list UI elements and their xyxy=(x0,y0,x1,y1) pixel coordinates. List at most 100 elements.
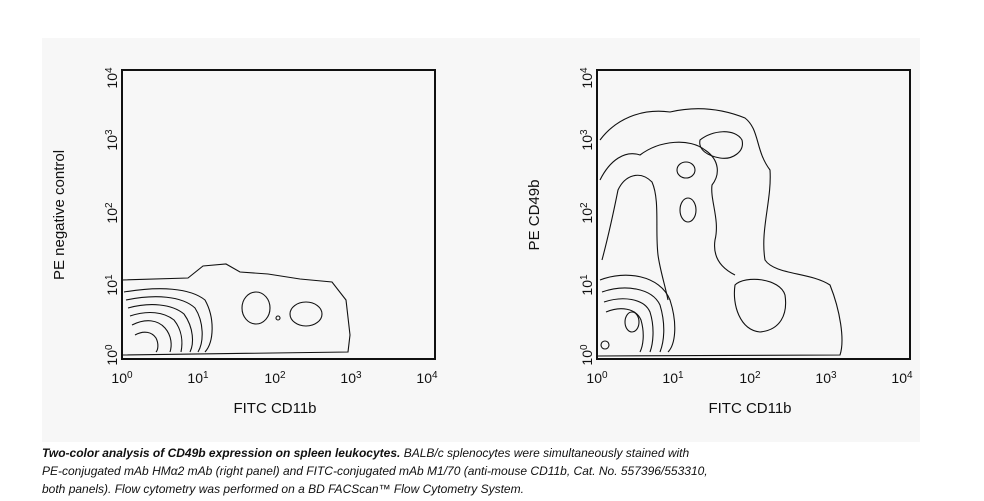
tick-exponent: 3 xyxy=(831,370,837,381)
tick-exponent: 1 xyxy=(104,274,115,280)
tick-label: 103 xyxy=(815,370,837,387)
tick-exponent: 0 xyxy=(104,344,115,350)
tick-label: 101 xyxy=(579,274,596,296)
tick-base: 10 xyxy=(579,280,595,296)
tick-label: 104 xyxy=(104,67,121,89)
tick-label: 101 xyxy=(662,370,684,387)
tick-base: 10 xyxy=(815,370,831,386)
contour xyxy=(676,161,696,179)
tick-group: 102 xyxy=(579,202,596,224)
contour xyxy=(131,320,172,353)
tick-base: 10 xyxy=(579,135,595,151)
tick-base: 10 xyxy=(104,73,120,89)
tick-group: 100 xyxy=(104,344,121,366)
tick-exponent: 2 xyxy=(755,370,761,381)
contour xyxy=(601,287,665,353)
tick-base: 10 xyxy=(739,370,755,386)
contour xyxy=(600,340,610,350)
tick-group: 103 xyxy=(579,129,596,151)
caption-line: BALB/c splenocytes were simultaneously s… xyxy=(403,446,690,460)
contour xyxy=(601,174,669,301)
tick-base: 10 xyxy=(579,208,595,224)
contour xyxy=(603,298,654,353)
tick-group: 104 xyxy=(104,67,121,89)
tick-base: 10 xyxy=(104,280,120,296)
contour xyxy=(134,331,159,353)
tick-base: 10 xyxy=(891,370,907,386)
tick-base: 10 xyxy=(662,370,678,386)
caption: Two-color analysis of CD49b expression o… xyxy=(42,444,942,498)
contour xyxy=(679,197,697,223)
contour xyxy=(596,108,843,357)
tick-label: 102 xyxy=(579,202,596,224)
tick-base: 10 xyxy=(104,208,120,224)
tick-label: 100 xyxy=(579,344,596,366)
contour xyxy=(624,311,640,333)
tick-label: 102 xyxy=(264,370,286,387)
tick-base: 10 xyxy=(579,73,595,89)
y-axis-title: PE CD49b xyxy=(526,180,543,251)
tick-exponent: 4 xyxy=(432,370,438,381)
tick-label: 104 xyxy=(891,370,913,387)
tick-exponent: 1 xyxy=(579,274,590,280)
tick-exponent: 0 xyxy=(579,344,590,350)
caption-line: both panels). Flow cytometry was perform… xyxy=(42,482,524,496)
tick-exponent: 3 xyxy=(579,129,590,135)
tick-base: 10 xyxy=(264,370,280,386)
tick-label: 102 xyxy=(739,370,761,387)
tick-exponent: 3 xyxy=(356,370,362,381)
contour xyxy=(275,315,281,321)
contour xyxy=(289,301,323,327)
tick-label: 103 xyxy=(340,370,362,387)
contour xyxy=(241,291,271,325)
figure-background xyxy=(42,38,920,442)
y-axis-title: PE negative control xyxy=(51,150,68,280)
plot-frame xyxy=(596,69,911,360)
tick-exponent: 2 xyxy=(579,202,590,208)
tick-label: 104 xyxy=(579,67,596,89)
tick-base: 10 xyxy=(111,370,127,386)
tick-group: 101 xyxy=(579,274,596,296)
tick-base: 10 xyxy=(416,370,432,386)
tick-exponent: 4 xyxy=(579,67,590,73)
contour xyxy=(599,274,676,353)
contour xyxy=(121,263,351,356)
tick-group: 103 xyxy=(104,129,121,151)
tick-group: 100 xyxy=(579,344,596,366)
tick-label: 103 xyxy=(104,129,121,151)
contour xyxy=(599,141,736,276)
tick-exponent: 4 xyxy=(104,67,115,73)
contour xyxy=(699,131,743,159)
tick-group: 102 xyxy=(104,202,121,224)
tick-label: 104 xyxy=(416,370,438,387)
x-axis-title: FITC CD11b xyxy=(233,400,316,417)
tick-label: 103 xyxy=(579,129,596,151)
tick-group: 104 xyxy=(579,67,596,89)
tick-label: 100 xyxy=(111,370,133,387)
contour-plot xyxy=(121,263,351,356)
tick-exponent: 2 xyxy=(280,370,286,381)
tick-exponent: 3 xyxy=(104,129,115,135)
contour xyxy=(605,308,644,353)
contour xyxy=(733,278,787,333)
tick-base: 10 xyxy=(340,370,356,386)
contour xyxy=(123,288,213,353)
tick-exponent: 1 xyxy=(678,370,684,381)
tick-base: 10 xyxy=(187,370,203,386)
contour xyxy=(127,304,194,353)
tick-group: 101 xyxy=(104,274,121,296)
contour xyxy=(125,296,203,353)
tick-label: 102 xyxy=(104,202,121,224)
caption-line: PE-conjugated mAb HMα2 mAb (right panel)… xyxy=(42,464,708,478)
tick-label: 100 xyxy=(104,344,121,366)
x-axis-title: FITC CD11b xyxy=(708,400,791,417)
tick-base: 10 xyxy=(579,350,595,366)
tick-exponent: 0 xyxy=(602,370,608,381)
tick-exponent: 2 xyxy=(104,202,115,208)
caption-title: Two-color analysis of CD49b expression o… xyxy=(42,446,401,460)
contour xyxy=(129,311,183,353)
